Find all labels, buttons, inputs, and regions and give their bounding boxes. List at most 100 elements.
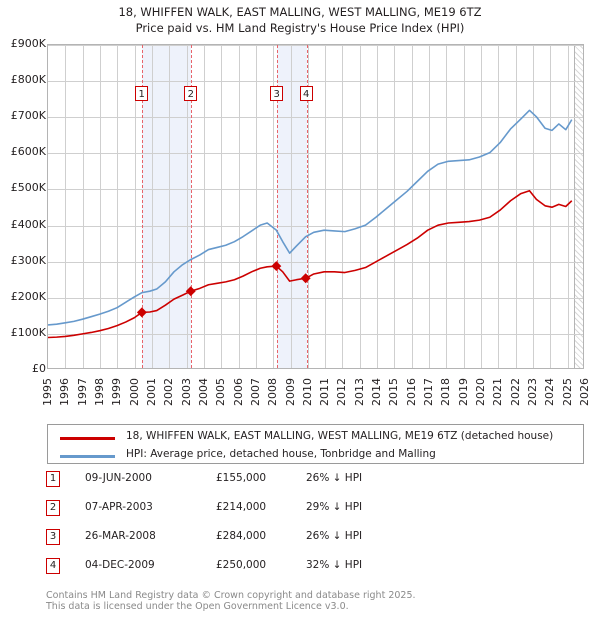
row-index-badge: 1 (46, 471, 60, 487)
x-axis-tick: 2026 (578, 378, 591, 406)
shaded-band (142, 45, 192, 368)
plot-canvas (47, 44, 584, 369)
x-axis-tick: 1995 (41, 378, 54, 406)
x-gridline (65, 45, 67, 368)
chart-marker-2[interactable]: 2 (184, 86, 198, 101)
footer-attribution: Contains HM Land Registry data © Crown c… (46, 590, 586, 612)
chart-marker-4[interactable]: 4 (299, 86, 313, 101)
x-gridline (307, 45, 309, 368)
x-axis-tick: 2022 (508, 378, 522, 406)
x-axis-tick: 2004 (196, 378, 210, 406)
x-gridline (446, 45, 448, 368)
y-axis-tick: £700K (10, 109, 46, 123)
chart-title: 18, WHIFFEN WALK, EAST MALLING, WEST MAL… (0, 4, 600, 36)
x-axis-tick: 2002 (162, 378, 176, 406)
x-gridline (221, 45, 223, 368)
series-line (48, 189, 573, 339)
footer-line1: Contains HM Land Registry data © Crown c… (46, 590, 416, 601)
row-price: £250,000 (216, 559, 267, 571)
x-gridline (498, 45, 500, 368)
x-axis-tick-labels: 1995 1996 1997 1998 1999 2000 2001 2002 2003 2004… (0, 378, 600, 422)
x-axis-tick: 2000 (127, 378, 141, 406)
chart-title-line2: Price paid vs. HM Land Registry's House … (135, 21, 465, 35)
x-axis-tick: 2021 (491, 378, 505, 406)
x-axis-tick: 2024 (543, 378, 557, 406)
y-axis-tick: £600K (10, 145, 46, 159)
x-gridline (342, 45, 344, 368)
x-gridline (481, 45, 483, 368)
transaction-point-4[interactable] (300, 273, 311, 284)
transactions-table: 1 09-JUN-2000 £155,000 26% ↓ HPI 2 07-APR-200… (0, 470, 600, 586)
x-gridline (325, 45, 327, 368)
x-gridline (169, 45, 171, 368)
row-price: £155,000 (216, 472, 267, 484)
legend-label: 18, WHIFFEN WALK, EAST MALLING, WEST MAL… (126, 430, 554, 442)
x-gridline (255, 45, 257, 368)
chart-marker-3[interactable]: 3 (270, 86, 284, 101)
footer-line2: This data is licensed under the Open Gov… (46, 601, 349, 612)
x-axis-tick: 2017 (422, 378, 436, 406)
legend-label: HPI: Average price, detached house, Tonb… (126, 448, 436, 460)
y-gridline (48, 225, 583, 227)
x-axis-tick: 2001 (144, 378, 158, 406)
row-date: 09-JUN-2000 (85, 472, 152, 484)
x-axis-tick: 1996 (58, 378, 72, 406)
x-axis-tick: 2009 (283, 378, 297, 406)
x-gridline (290, 45, 292, 368)
table-row[interactable]: 1 09-JUN-2000 £155,000 26% ↓ HPI (0, 470, 600, 499)
x-gridline (463, 45, 465, 368)
y-axis-tick: £500K (10, 181, 46, 195)
transaction-point-2[interactable] (185, 286, 196, 297)
x-gridline (117, 45, 119, 368)
x-axis-tick: 2003 (179, 378, 193, 406)
transaction-vline-4 (306, 45, 308, 368)
table-row[interactable]: 4 04-DEC-2009 £250,000 32% ↓ HPI (0, 557, 600, 586)
y-axis-tick: £400K (10, 217, 46, 231)
transaction-point-1[interactable] (136, 307, 147, 318)
x-axis-tick: 2006 (231, 378, 245, 406)
legend-item: HPI: Average price, detached house, Tonb… (48, 447, 583, 466)
x-gridline (99, 45, 101, 368)
y-axis-tick: £800K (10, 73, 46, 87)
row-price: £214,000 (216, 501, 267, 513)
forecast-hatched-region (573, 45, 583, 368)
x-gridline (82, 45, 84, 368)
y-axis-tick: £200K (10, 289, 46, 303)
y-gridline (48, 261, 583, 263)
y-gridline (48, 297, 583, 299)
row-date: 04-DEC-2009 (85, 559, 155, 571)
y-gridline (48, 81, 583, 83)
chart-marker-1[interactable]: 1 (135, 86, 149, 101)
x-axis-tick: 1998 (92, 378, 106, 406)
y-axis-tick: £100K (10, 325, 46, 339)
x-gridline (533, 45, 535, 368)
table-row[interactable]: 2 07-APR-2003 £214,000 29% ↓ HPI (0, 499, 600, 528)
x-gridline (359, 45, 361, 368)
x-axis-tick: 2010 (300, 378, 314, 406)
x-gridline (203, 45, 205, 368)
x-axis-tick: 2008 (266, 378, 280, 406)
x-axis-tick: 2025 (560, 378, 574, 406)
x-gridline (394, 45, 396, 368)
legend-color-swatch (60, 455, 115, 458)
x-gridline (151, 45, 153, 368)
chart-legend: 18, WHIFFEN WALK, EAST MALLING, WEST MAL… (47, 424, 584, 464)
x-gridline (429, 45, 431, 368)
x-axis-tick: 2023 (526, 378, 540, 406)
transaction-point-3[interactable] (271, 261, 282, 272)
x-gridline (377, 45, 379, 368)
x-axis-tick: 2014 (370, 378, 384, 406)
x-axis-tick: 2011 (318, 378, 332, 406)
x-axis-tick: 2013 (352, 378, 366, 406)
y-gridline (48, 117, 583, 119)
x-gridline (567, 45, 569, 368)
row-index-badge: 2 (46, 500, 60, 516)
row-hpi-delta: 29% ↓ HPI (306, 501, 363, 513)
chart-title-line1: 18, WHIFFEN WALK, EAST MALLING, WEST MAL… (118, 5, 482, 19)
table-row[interactable]: 3 26-MAR-2008 £284,000 26% ↓ HPI (0, 528, 600, 557)
x-axis-tick: 2005 (214, 378, 228, 406)
transaction-vline-1 (142, 45, 144, 368)
y-gridline (48, 333, 583, 335)
x-gridline (134, 45, 136, 368)
row-hpi-delta: 32% ↓ HPI (306, 559, 363, 571)
